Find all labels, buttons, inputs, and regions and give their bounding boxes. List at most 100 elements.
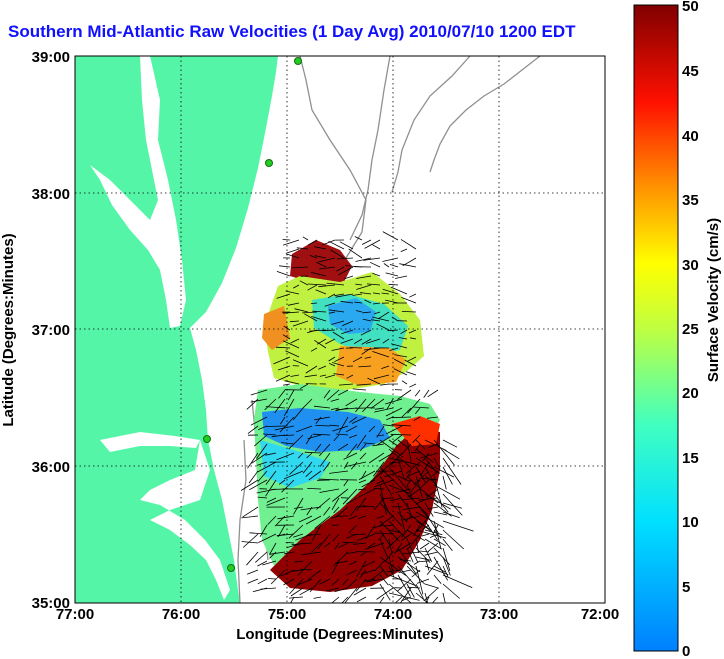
- velocity-vector: [302, 461, 313, 474]
- velocity-vector: [338, 266, 354, 276]
- velocity-vector: [413, 416, 421, 422]
- velocity-vector: [376, 434, 385, 437]
- velocity-vector: [334, 356, 345, 363]
- velocity-vector: [402, 551, 421, 555]
- velocity-vector: [275, 374, 291, 382]
- velocity-vector: [362, 318, 372, 322]
- velocity-vector: [379, 466, 390, 478]
- velocity-vector: [318, 284, 336, 288]
- velocity-vector: [433, 439, 455, 466]
- velocity-vector: [294, 506, 304, 509]
- velocity-vector: [247, 452, 259, 469]
- velocity-vector: [346, 374, 354, 379]
- velocity-vector: [397, 439, 409, 449]
- velocity-vector: [378, 452, 394, 462]
- velocity-vector: [306, 533, 322, 536]
- velocity-vector: [401, 407, 412, 418]
- velocity-vector: [292, 569, 304, 572]
- colorbar-tick-label: 40: [682, 128, 699, 145]
- velocity-vector: [421, 533, 430, 537]
- velocity-vector: [427, 506, 439, 510]
- velocity-vector: [277, 365, 291, 371]
- velocity-vector: [344, 275, 354, 280]
- velocity-vector: [341, 329, 354, 335]
- velocity-vector: [356, 533, 376, 541]
- velocity-vector: [406, 479, 412, 486]
- velocity-vector: [257, 461, 277, 473]
- velocity-vector: [342, 541, 358, 544]
- velocity-vector: [250, 398, 268, 403]
- velocity-vector: [424, 475, 436, 484]
- velocity-vector: [366, 283, 381, 286]
- velocity-vector: [322, 329, 336, 332]
- velocity-vector: [332, 425, 349, 432]
- velocity-vector: [308, 569, 322, 580]
- velocity-vector: [372, 292, 381, 295]
- velocity-vector: [334, 293, 345, 297]
- velocity-vector: [315, 425, 331, 427]
- velocity-vector: [419, 479, 430, 489]
- velocity-vector: [328, 311, 336, 314]
- velocity-vector: [433, 511, 448, 516]
- velocity-vector: [393, 368, 408, 376]
- velocity-vector: [247, 425, 259, 434]
- x-tick-label: 75:00: [268, 606, 306, 623]
- velocity-vector: [355, 283, 363, 286]
- velocity-vector: [316, 261, 327, 268]
- velocity-vector: [350, 533, 367, 536]
- velocity-vector: [362, 311, 372, 314]
- velocity-vector: [299, 383, 309, 390]
- y-tick-label: 35:00: [32, 595, 70, 612]
- velocity-vector: [301, 551, 322, 556]
- velocity-vector: [293, 497, 304, 515]
- velocity-vector: [401, 380, 408, 385]
- velocity-vector: [392, 506, 403, 508]
- velocity-vector: [424, 565, 449, 575]
- velocity-vector: [331, 497, 340, 511]
- velocity-vector: [265, 406, 286, 409]
- velocity-vector: [442, 592, 446, 603]
- velocity-vector: [302, 311, 318, 314]
- velocity-vector: [374, 311, 381, 315]
- velocity-vector: [387, 329, 399, 332]
- velocity-vector: [409, 293, 417, 298]
- velocity-vector: [374, 532, 394, 535]
- velocity-vector: [292, 320, 309, 327]
- velocity-vector: [297, 452, 304, 459]
- velocity-vector: [332, 331, 345, 340]
- velocity-vector: [372, 351, 390, 358]
- velocity-vector: [345, 569, 358, 576]
- velocity-vector: [354, 236, 363, 241]
- velocity-vector: [397, 574, 411, 597]
- velocity-vector: [317, 533, 331, 550]
- velocity-vector: [282, 340, 300, 349]
- velocity-vector: [282, 334, 291, 340]
- velocity-vector: [258, 425, 268, 430]
- velocity-vector: [307, 434, 322, 440]
- velocity-vector: [276, 452, 295, 461]
- velocity-vector: [388, 538, 393, 554]
- velocity-vector: [340, 300, 354, 304]
- velocity-vector: [304, 451, 322, 454]
- velocity-vector: [343, 479, 349, 487]
- velocity-vector: [392, 434, 403, 443]
- velocity-vector: [325, 338, 336, 345]
- velocity-vector: [250, 389, 268, 396]
- velocity-vector: [382, 231, 399, 241]
- velocity-vector: [309, 329, 327, 332]
- velocity-vector: [328, 240, 345, 250]
- colorbar-tick-label: 50: [682, 0, 699, 15]
- velocity-vector: [281, 479, 295, 493]
- velocity-vector: [356, 434, 367, 449]
- velocity-vector: [346, 443, 358, 457]
- velocity-vector: [319, 452, 331, 467]
- velocity-vector: [291, 542, 313, 545]
- velocity-vector: [291, 266, 309, 269]
- velocity-vector: [393, 358, 408, 367]
- velocity-vector: [343, 461, 349, 469]
- velocity-vector: [274, 398, 286, 414]
- velocity-vector: [335, 560, 349, 564]
- velocity-vector: [296, 578, 313, 586]
- velocity-vector: [381, 292, 390, 295]
